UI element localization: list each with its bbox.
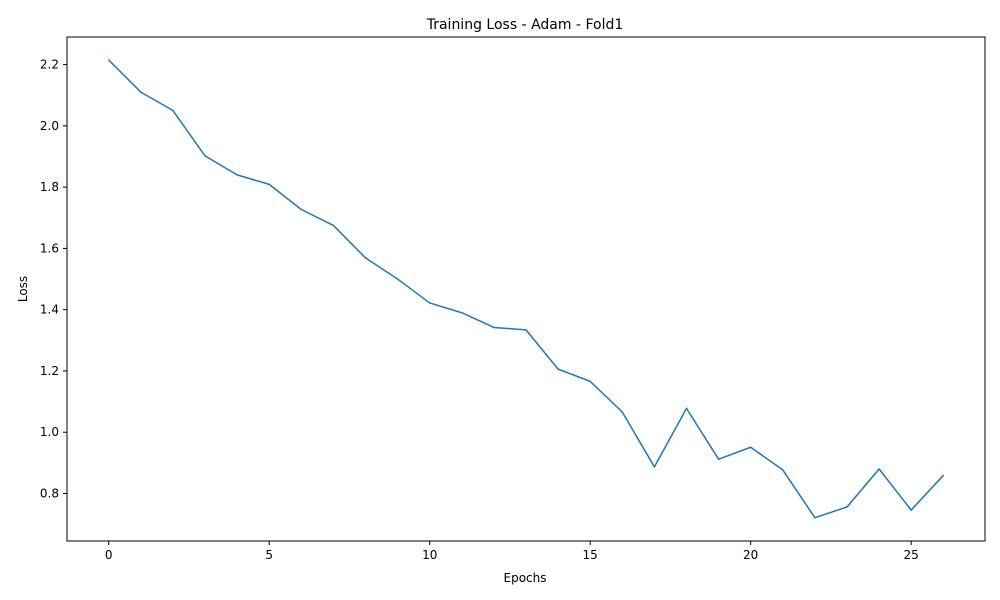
loss-data-point [814,516,816,519]
loss-data-point [846,506,848,508]
y-tick-label: 1.6 [40,241,59,255]
chart-title: Training Loss - Adam - Fold1 [426,17,624,33]
x-tick-label: 25 [904,548,919,562]
loss-data-point [653,466,656,468]
loss-data-point [300,208,303,211]
loss-series-line [108,59,944,519]
y-tick-label: 0.8 [40,487,59,501]
loss-data-point [621,411,624,413]
y-tick-label: 1.2 [40,364,59,378]
y-axis: 0.8 1.0 1.2 1.4 1.6 1.8 2.0 2.2 [40,58,67,501]
loss-data-point [204,155,206,157]
series-layer [107,59,945,519]
x-tick-label: 20 [743,548,758,562]
loss-data-point [268,183,270,186]
loss-data-point [236,174,238,176]
loss-data-point [172,109,174,112]
y-tick-label: 1.4 [40,303,59,317]
loss-data-point [396,278,399,280]
loss-data-point [107,59,110,61]
loss-data-point [685,407,688,410]
plot-frame [66,36,986,542]
loss-data-point [749,446,752,448]
loss-data-point [910,509,912,511]
loss-data-point [525,329,527,331]
loss-data-point [782,469,784,471]
y-tick-label: 1.0 [40,425,59,439]
x-axis-label: Epochs [504,571,547,585]
y-tick-label: 1.8 [40,180,59,194]
loss-data-point [461,311,463,314]
loss-data-point [878,468,880,470]
x-tick-label: 5 [265,548,273,562]
y-tick-label: 2.2 [40,58,59,72]
loss-data-point [942,474,945,477]
loss-data-point [428,302,431,304]
loss-data-point [589,380,591,383]
x-tick-label: 10 [422,548,437,562]
loss-data-point [140,91,142,93]
loss-data-point [717,458,720,460]
y-axis-label: Loss [16,276,30,302]
plot-area [66,36,986,542]
x-tick-label: 15 [583,548,598,562]
y-tick-label: 2.0 [40,119,59,133]
loss-data-point [364,257,367,259]
loss-data-point [493,326,495,329]
x-axis: 0 5 10 15 20 25 [105,541,919,562]
loss-data-point [557,368,559,370]
x-tick-label: 0 [105,548,113,562]
loss-data-point [332,224,335,227]
